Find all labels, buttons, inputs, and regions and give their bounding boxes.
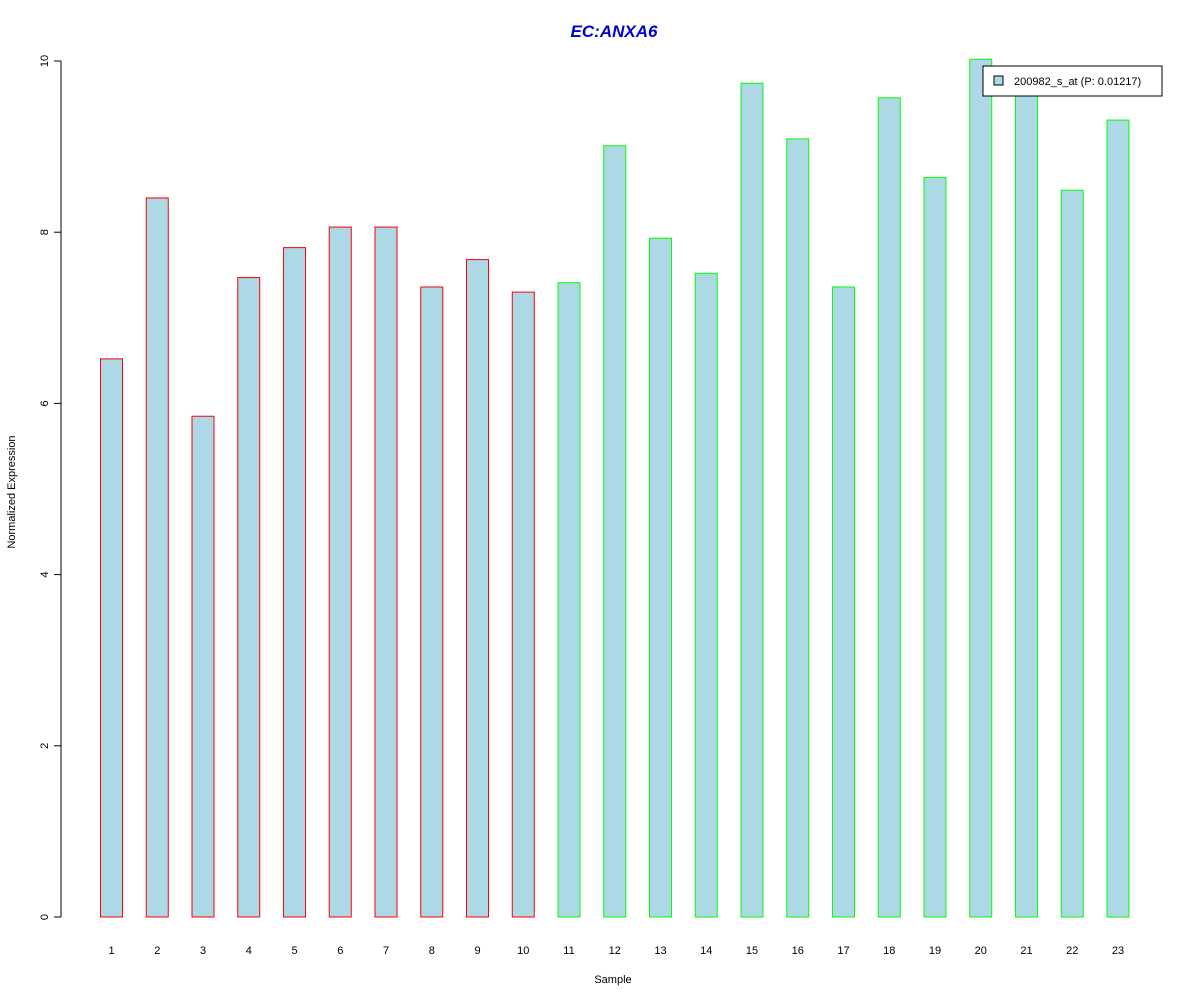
x-tick-label: 11 <box>563 945 574 957</box>
y-axis-label: Normalized Expression <box>6 435 18 548</box>
bar-sample-9 <box>466 259 489 918</box>
bar-sample-11 <box>557 282 581 918</box>
x-tick-label: 10 <box>517 945 529 957</box>
x-tick-label: 5 <box>291 945 297 957</box>
bar-sample-5 <box>283 247 306 918</box>
bar-sample-3 <box>191 415 215 918</box>
bar-sample-23 <box>1106 119 1130 918</box>
y-axis: 0 2 4 6 8 10 <box>39 55 62 920</box>
bar-sample-2 <box>145 197 169 918</box>
bar-sample-7 <box>374 226 398 918</box>
legend-box <box>982 65 1163 97</box>
y-tick-label: 6 <box>39 400 51 406</box>
bar-sample-10 <box>511 291 535 918</box>
bar-sample-20 <box>969 58 993 918</box>
x-tick-label: 1 <box>108 945 114 957</box>
bars-group <box>100 58 1130 918</box>
y-tick-label: 10 <box>39 55 51 67</box>
x-tick-label: 3 <box>200 945 206 957</box>
x-tick-label: 16 <box>792 945 804 957</box>
legend-label: 200982_s_at (P: 0.01217) <box>1014 76 1141 88</box>
bar-sample-21 <box>1015 91 1038 918</box>
bar-sample-1 <box>100 358 123 918</box>
x-axis-label: Sample <box>594 974 631 986</box>
bar-sample-6 <box>328 226 352 918</box>
x-tick-label: 7 <box>383 945 389 957</box>
bar-sample-13 <box>649 237 672 918</box>
y-tick-label: 4 <box>39 572 51 578</box>
y-tick-label: 0 <box>39 914 51 920</box>
bar-sample-15 <box>740 82 764 918</box>
x-tick-label: 14 <box>700 945 712 957</box>
x-tick-label: 18 <box>883 945 895 957</box>
x-tick-label: 13 <box>654 945 666 957</box>
x-tick-label: 15 <box>746 945 758 957</box>
x-tick-label: 20 <box>975 945 987 957</box>
x-tick-label: 12 <box>609 945 621 957</box>
x-tick-label: 6 <box>337 945 343 957</box>
legend-swatch <box>993 75 1004 86</box>
bar-sample-12 <box>603 145 627 918</box>
bar-sample-19 <box>923 176 947 918</box>
x-tick-label: 21 <box>1020 945 1032 957</box>
x-tick-label: 17 <box>837 945 849 957</box>
x-tick-labels: 1 2 3 4 5 6 7 8 9 10 11 12 13 14 15 16 17 18 19 20 21 22 23 <box>108 945 1124 957</box>
y-tick-label: 2 <box>39 743 51 749</box>
x-tick-label: 4 <box>246 945 252 957</box>
bar-sample-4 <box>237 277 261 918</box>
bar-sample-18 <box>877 97 901 918</box>
x-tick-label: 2 <box>154 945 160 957</box>
bar-sample-16 <box>786 138 810 918</box>
bar-sample-8 <box>420 286 444 918</box>
legend: 200982_s_at (P: 0.01217) <box>982 65 1163 97</box>
bar-sample-14 <box>694 272 718 918</box>
x-tick-label: 9 <box>474 945 480 957</box>
y-tick-label: 8 <box>39 229 51 235</box>
x-tick-label: 8 <box>429 945 435 957</box>
chart-title: EC:ANXA6 <box>571 22 658 41</box>
x-tick-label: 19 <box>929 945 941 957</box>
bar-sample-22 <box>1060 189 1084 918</box>
bar-sample-17 <box>832 286 855 918</box>
x-tick-label: 22 <box>1066 945 1078 957</box>
x-tick-label: 23 <box>1112 945 1124 957</box>
